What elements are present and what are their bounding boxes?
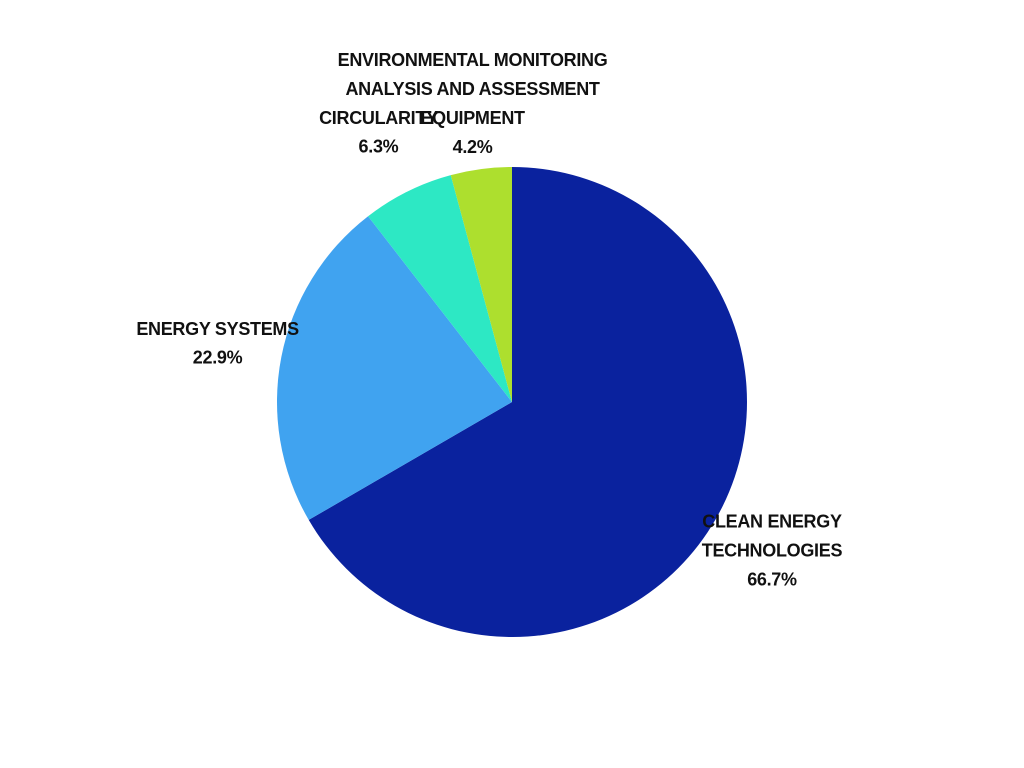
slice-label: CIRCULARITY (319, 108, 438, 128)
value-label: 22.9% (193, 348, 243, 368)
slice-label-line: ANALYSIS AND ASSESSMENT (345, 79, 599, 99)
pie-slice (450, 167, 512, 402)
value-label: 66.7% (747, 569, 797, 589)
slice-label: ENERGY SYSTEMS (136, 319, 299, 339)
slice-label-line: ENVIRONMENTAL MONITORING (338, 50, 608, 70)
slice-label-line: EQUIPMENT (420, 108, 525, 128)
pie-slice (277, 216, 512, 520)
slice-label-line: CLEAN ENERGY (702, 511, 842, 531)
slice-label-line: TECHNOLOGIES (702, 540, 843, 560)
value-label: 6.3% (359, 137, 399, 157)
slice-label: ENVIRONMENTAL MONITORING ANALYSIS AND ASS… (338, 50, 608, 128)
value-label: 4.2% (453, 137, 493, 157)
slice-label-line: CIRCULARITY (319, 108, 438, 128)
slice-label-line: ENERGY SYSTEMS (136, 319, 299, 339)
slice-label: CLEAN ENERGY TECHNOLOGIES (702, 511, 843, 560)
pie-slice (368, 175, 512, 402)
pie-slice (308, 167, 748, 637)
